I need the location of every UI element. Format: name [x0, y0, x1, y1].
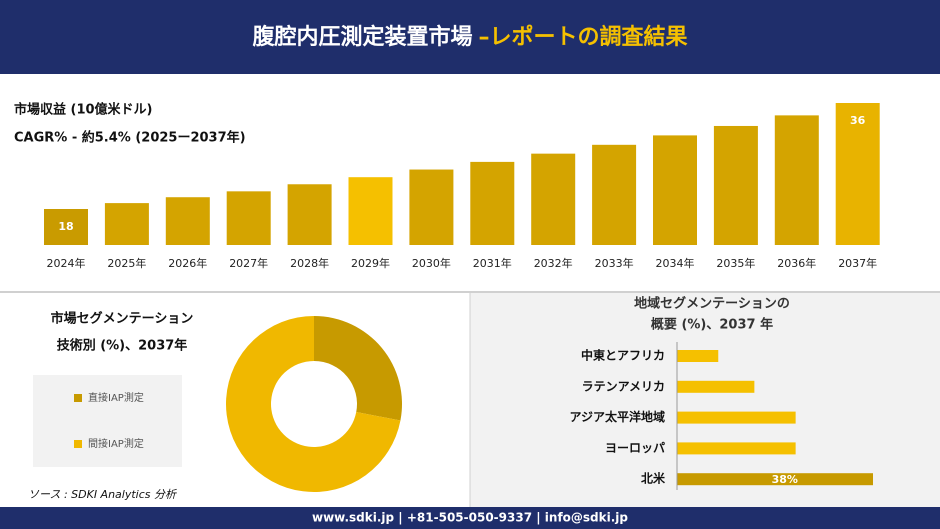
value-label: 18 — [58, 220, 73, 233]
bar — [531, 153, 576, 245]
legend-swatch — [74, 440, 82, 448]
header-title: 腹腔内圧測定装置市場 –レポートの調査結果 — [252, 24, 687, 50]
legend-label: 直接IAP測定 — [88, 391, 144, 404]
header-band — [0, 0, 940, 74]
x-tick-label: 2027年 — [229, 256, 268, 270]
legend-box — [33, 375, 182, 467]
x-tick-label: 2031年 — [473, 256, 512, 270]
x-tick-label: 2036年 — [777, 256, 816, 270]
y-tick-label: 北米 — [641, 471, 666, 486]
x-tick-label: 2037年 — [838, 256, 877, 270]
bar — [774, 115, 819, 245]
title-accent: –レポートの調査結果 — [479, 24, 688, 50]
bar — [44, 209, 88, 245]
footer-text: www.sdki.jp | +81-505-050-9337 | info@sd… — [312, 511, 628, 525]
bar — [470, 161, 515, 245]
source: ソース : SDKI Analytics 分析 — [28, 488, 178, 501]
bar — [677, 380, 755, 393]
bar — [592, 144, 637, 245]
hbar-title: 地域セグメンテーションの — [634, 296, 790, 312]
y-tick-label: ヨーロッパ — [605, 441, 665, 455]
x-tick-label: 2034年 — [656, 256, 695, 270]
x-tick-label: 2032年 — [534, 256, 573, 270]
region-panel — [470, 293, 940, 507]
value-label: 38% — [772, 473, 798, 486]
x-tick-label: 2024年 — [47, 256, 86, 270]
x-tick-label: 2025年 — [107, 256, 146, 270]
bar — [677, 473, 873, 486]
legend-label: 間接IAP測定 — [88, 437, 144, 450]
hbar-title: 概要 (%)、2037 年 — [651, 317, 773, 333]
pie-title: 技術別 (%)、2037年 — [57, 338, 188, 354]
bar — [677, 411, 796, 424]
bar — [226, 191, 271, 245]
x-tick-label: 2035年 — [716, 256, 755, 270]
donut-segment — [314, 316, 403, 421]
x-tick-label: 2026年 — [168, 256, 207, 270]
bar-title: 市場収益 (10億米ドル) — [14, 102, 153, 118]
bar — [835, 103, 880, 245]
legend-swatch — [74, 394, 82, 402]
x-tick-label: 2029年 — [351, 256, 390, 270]
x-tick-label: 2030年 — [412, 256, 451, 270]
bar — [677, 350, 719, 362]
title-main: 腹腔内圧測定装置市場 — [252, 24, 472, 50]
donut-segment — [226, 316, 401, 492]
bar — [348, 177, 393, 245]
bar — [287, 184, 332, 245]
bar — [677, 442, 796, 455]
y-tick-label: アジア太平洋地域 — [569, 409, 665, 424]
footer-band — [0, 507, 940, 529]
bar-subtitle: CAGR% - 約5.4% (2025ー2037年) — [14, 130, 246, 146]
pie-title: 市場セグメンテーション — [51, 311, 194, 327]
bar — [409, 169, 454, 245]
bar — [653, 135, 697, 245]
x-tick-label: 2033年 — [595, 256, 634, 270]
y-tick-label: 中東とアフリカ — [581, 348, 665, 363]
x-tick-label: 2028年 — [290, 256, 329, 270]
value-label: 36 — [850, 114, 866, 127]
bar — [713, 125, 758, 245]
bar — [165, 197, 210, 245]
bar — [104, 203, 149, 245]
y-tick-label: ラテンアメリカ — [582, 379, 665, 393]
